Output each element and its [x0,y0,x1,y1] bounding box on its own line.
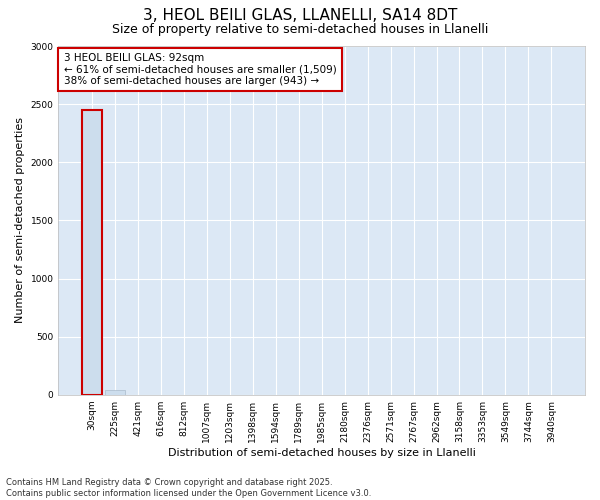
Bar [106,390,125,395]
Y-axis label: Number of semi-detached properties: Number of semi-detached properties [15,118,25,324]
Text: 3 HEOL BEILI GLAS: 92sqm
← 61% of semi-detached houses are smaller (1,509)
38% o: 3 HEOL BEILI GLAS: 92sqm ← 61% of semi-d… [64,53,337,86]
Text: Size of property relative to semi-detached houses in Llanelli: Size of property relative to semi-detach… [112,22,488,36]
Text: 3, HEOL BEILI GLAS, LLANELLI, SA14 8DT: 3, HEOL BEILI GLAS, LLANELLI, SA14 8DT [143,8,457,22]
X-axis label: Distribution of semi-detached houses by size in Llanelli: Distribution of semi-detached houses by … [168,448,476,458]
Bar [82,110,102,395]
Text: Contains HM Land Registry data © Crown copyright and database right 2025.
Contai: Contains HM Land Registry data © Crown c… [6,478,371,498]
